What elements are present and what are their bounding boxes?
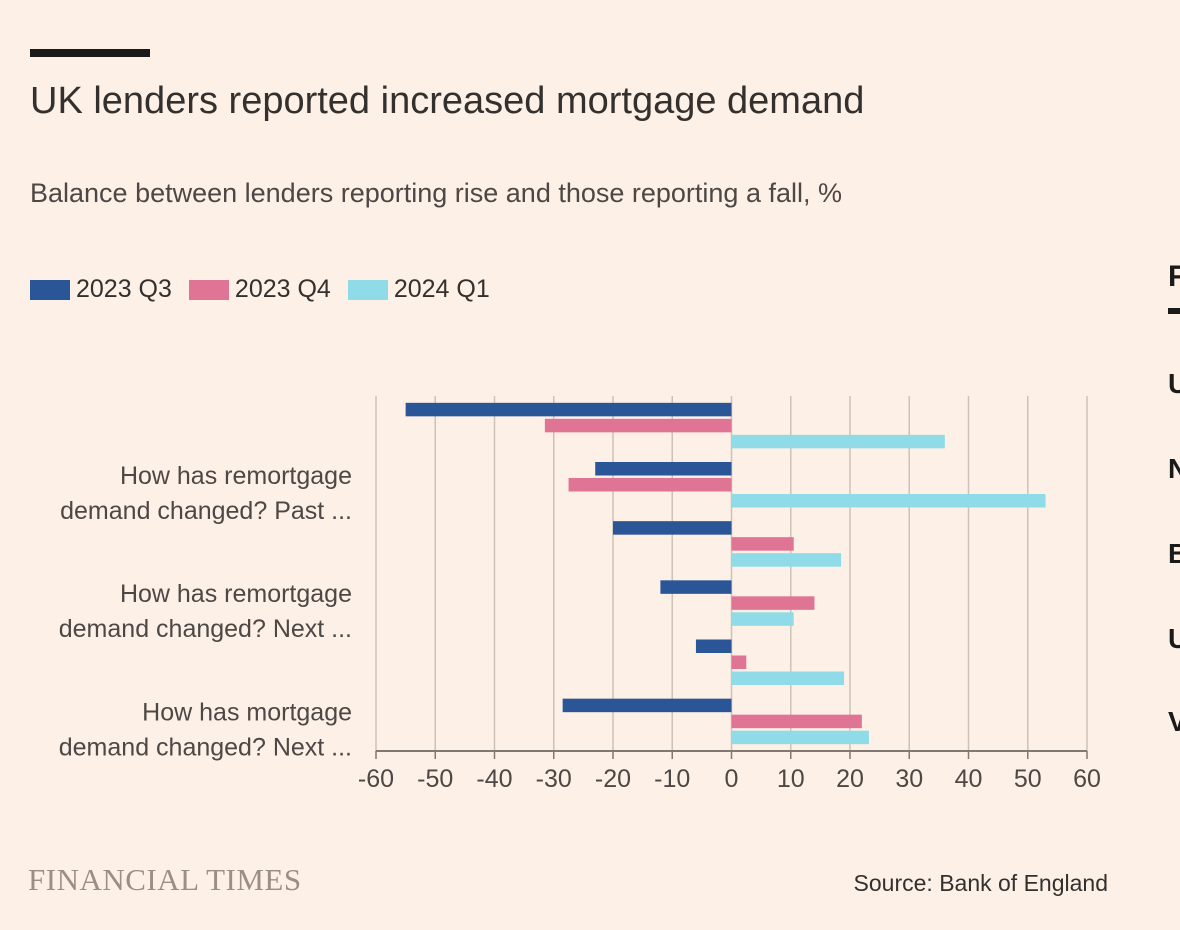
bar-2024-q1 — [731, 730, 869, 745]
bar-2023-q3 — [613, 521, 732, 535]
side-panel-heading: F — [1168, 260, 1180, 293]
legend-swatch-2024-q1 — [347, 279, 388, 300]
category-label: demand changed? Next ... — [59, 733, 352, 761]
x-tick-label: -40 — [476, 765, 512, 793]
financial-times-logo: FINANCIAL TIMES — [28, 862, 302, 897]
bar-2023-q4 — [544, 418, 732, 433]
category-label: demand changed? Past ... — [60, 497, 352, 525]
side-panel-item[interactable]: U — [1168, 623, 1180, 654]
x-tick-label: 20 — [836, 765, 864, 793]
legend: 2023 Q3 2023 Q4 2024 Q1 — [30, 275, 507, 304]
category-label: How has remortgage — [120, 462, 352, 490]
category-label: How has mortgage — [142, 698, 352, 726]
bar-2023-q3 — [595, 462, 732, 476]
x-tick-label: -30 — [536, 765, 572, 793]
x-tick-label: 0 — [725, 765, 739, 793]
legend-label-2023-q3: 2023 Q3 — [76, 275, 172, 303]
bar-2024-q1 — [731, 434, 945, 449]
legend-label-2023-q4: 2023 Q4 — [234, 275, 331, 303]
chart-title: UK lenders reported increased mortgage d… — [30, 80, 865, 122]
bar-2024-q1 — [731, 671, 845, 685]
legend-item-2023-q4: 2023 Q4 — [188, 275, 331, 304]
x-tick-label: -20 — [595, 765, 631, 793]
bar-2024-q1 — [731, 612, 794, 626]
bar-2023-q3 — [405, 402, 732, 417]
side-panel-rule — [1168, 308, 1180, 314]
x-tick-label: 10 — [777, 765, 805, 793]
legend-swatch-2023-q3 — [30, 279, 70, 300]
x-tick-label: -50 — [417, 765, 453, 793]
bar-2023-q4 — [731, 714, 862, 729]
side-panel-item[interactable]: B — [1168, 538, 1180, 569]
side-panel-item[interactable]: N — [1168, 453, 1180, 484]
bar-chart-svg: -60 -50 -40 -30 -20 -10 0 10 20 30 40 50 60 How has r… — [59, 396, 1101, 793]
category-label: How has remortgage — [120, 580, 352, 608]
category-label: demand changed? Next ... — [59, 615, 352, 643]
side-panel-item[interactable]: U — [1168, 368, 1180, 399]
top-rule — [30, 49, 150, 57]
bar-2024-q1 — [731, 553, 842, 567]
side-panel-item[interactable]: V — [1168, 706, 1180, 737]
bar-2024-q1 — [731, 494, 1046, 508]
bar-2023-q4 — [731, 655, 747, 669]
x-tick-label: -10 — [654, 765, 690, 793]
x-tick-label: 30 — [895, 765, 923, 793]
x-tick-label: 50 — [1014, 765, 1042, 793]
x-tick-label: 60 — [1073, 765, 1101, 793]
bar-2023-q3 — [562, 698, 732, 713]
bar-2023-q4 — [731, 596, 815, 610]
bar-2023-q3 — [660, 580, 732, 594]
bar-chart: -60 -50 -40 -30 -20 -10 0 10 20 30 40 50 60 How has r… — [0, 380, 1180, 825]
legend-swatch-2023-q4 — [188, 279, 229, 300]
legend-label-2024-q1: 2024 Q1 — [393, 275, 490, 303]
x-tick-label: 40 — [955, 765, 983, 793]
legend-item-2024-q1: 2024 Q1 — [347, 275, 490, 304]
side-panel: F U N B U V — [1168, 260, 1180, 740]
legend-item-2023-q3: 2023 Q3 — [30, 275, 172, 304]
bar-2023-q4 — [568, 478, 732, 492]
x-tick-label: -60 — [358, 765, 394, 793]
bar-2023-q3 — [695, 639, 732, 653]
bar-2023-q4 — [731, 537, 794, 551]
chart-subtitle: Balance between lenders reporting rise a… — [30, 178, 842, 208]
source-note: Source: Bank of England — [853, 870, 1108, 896]
